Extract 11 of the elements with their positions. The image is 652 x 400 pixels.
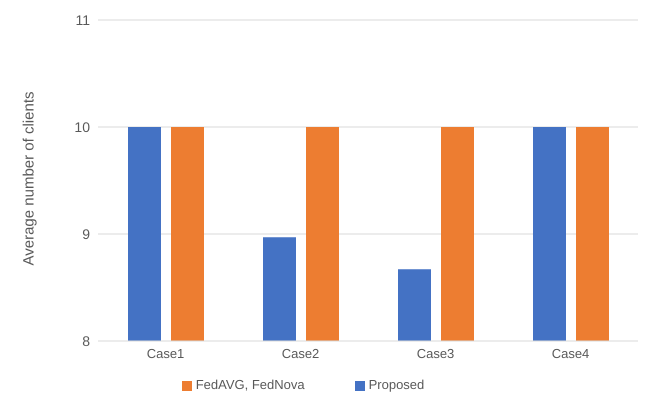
- y-tick-label: 8: [82, 332, 90, 349]
- y-axis-title: Average number of clients: [20, 92, 38, 266]
- x-tick-label: Case3: [416, 346, 454, 362]
- x-tick-label: Case4: [552, 346, 590, 362]
- y-tick-label: 9: [82, 226, 90, 242]
- y-tick-label: 11: [75, 12, 90, 28]
- legend-label: FedAVG, FedNova: [196, 377, 305, 392]
- y-tick-label: 10: [74, 118, 90, 135]
- x-tick-label: Case2: [282, 346, 320, 362]
- legend-label: Proposed: [368, 377, 424, 392]
- x-tick-label: Case1: [146, 346, 184, 362]
